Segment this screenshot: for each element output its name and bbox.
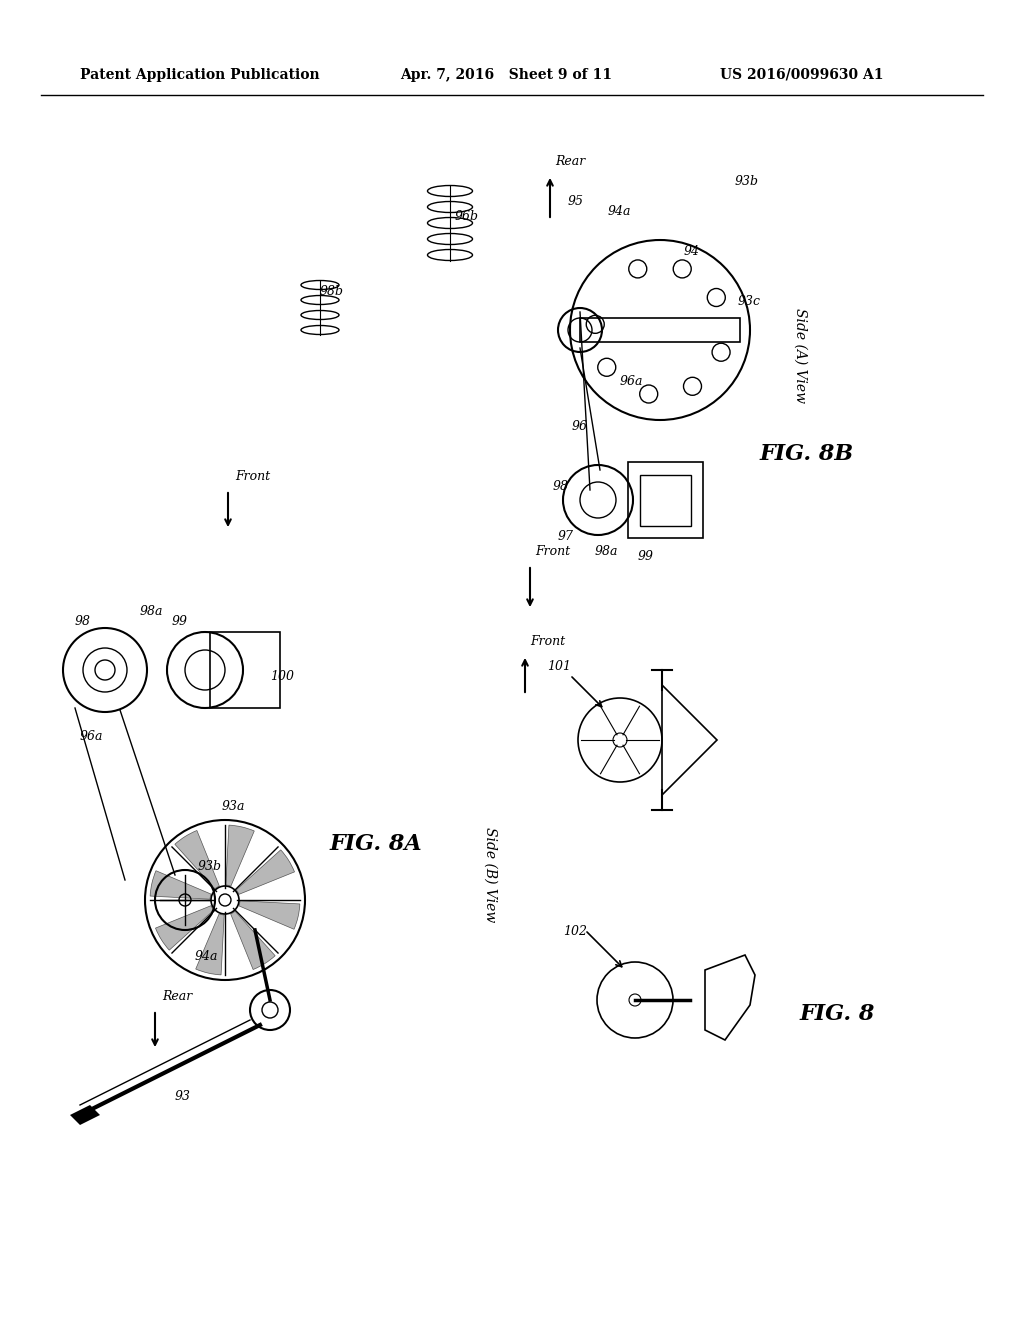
Text: FIG. 8A: FIG. 8A — [330, 833, 423, 855]
Text: US 2016/0099630 A1: US 2016/0099630 A1 — [720, 69, 884, 82]
Text: 94a: 94a — [195, 950, 218, 964]
Text: 98: 98 — [553, 480, 569, 492]
Wedge shape — [175, 830, 219, 888]
Text: Side (A) View: Side (A) View — [793, 308, 807, 403]
Text: Front: Front — [535, 545, 570, 558]
Text: 100: 100 — [270, 671, 294, 682]
Wedge shape — [230, 911, 275, 969]
Text: Side (B) View: Side (B) View — [483, 828, 497, 923]
Text: 99: 99 — [638, 550, 654, 564]
Bar — [580, 318, 740, 342]
Text: Rear: Rear — [555, 154, 586, 168]
Wedge shape — [225, 825, 254, 886]
Text: Front: Front — [234, 470, 270, 483]
Wedge shape — [237, 850, 295, 895]
Text: 94a: 94a — [608, 205, 632, 218]
Polygon shape — [70, 1105, 100, 1125]
Text: 93: 93 — [175, 1090, 191, 1104]
Text: 94: 94 — [684, 246, 700, 257]
Text: 96b: 96b — [455, 210, 479, 223]
Text: 93c: 93c — [738, 294, 761, 308]
Text: Rear: Rear — [162, 990, 193, 1003]
Text: 98a: 98a — [140, 605, 164, 618]
Text: FIG. 8B: FIG. 8B — [760, 444, 854, 465]
Bar — [210, 632, 280, 708]
Wedge shape — [151, 871, 211, 899]
Bar — [628, 462, 703, 539]
Text: 93b: 93b — [198, 861, 222, 873]
Text: 98b: 98b — [319, 285, 344, 298]
Wedge shape — [196, 913, 224, 975]
Text: 102: 102 — [563, 925, 587, 939]
Text: FIG. 8: FIG. 8 — [800, 1003, 876, 1026]
Text: 96: 96 — [572, 420, 588, 433]
Wedge shape — [239, 900, 300, 929]
Text: 99: 99 — [172, 615, 188, 628]
Text: 97: 97 — [558, 531, 574, 543]
Text: 95: 95 — [568, 195, 584, 209]
Text: 98a: 98a — [595, 545, 618, 558]
Text: 93b: 93b — [735, 176, 759, 187]
Text: Patent Application Publication: Patent Application Publication — [80, 69, 319, 82]
Text: 98: 98 — [75, 615, 91, 628]
Text: Front: Front — [530, 635, 565, 648]
Text: 96a: 96a — [80, 730, 103, 743]
Text: Apr. 7, 2016   Sheet 9 of 11: Apr. 7, 2016 Sheet 9 of 11 — [400, 69, 612, 82]
Text: 96a: 96a — [620, 375, 643, 388]
Bar — [640, 475, 691, 525]
Text: 101: 101 — [547, 660, 571, 673]
Text: 93a: 93a — [222, 800, 246, 813]
Wedge shape — [156, 906, 214, 950]
